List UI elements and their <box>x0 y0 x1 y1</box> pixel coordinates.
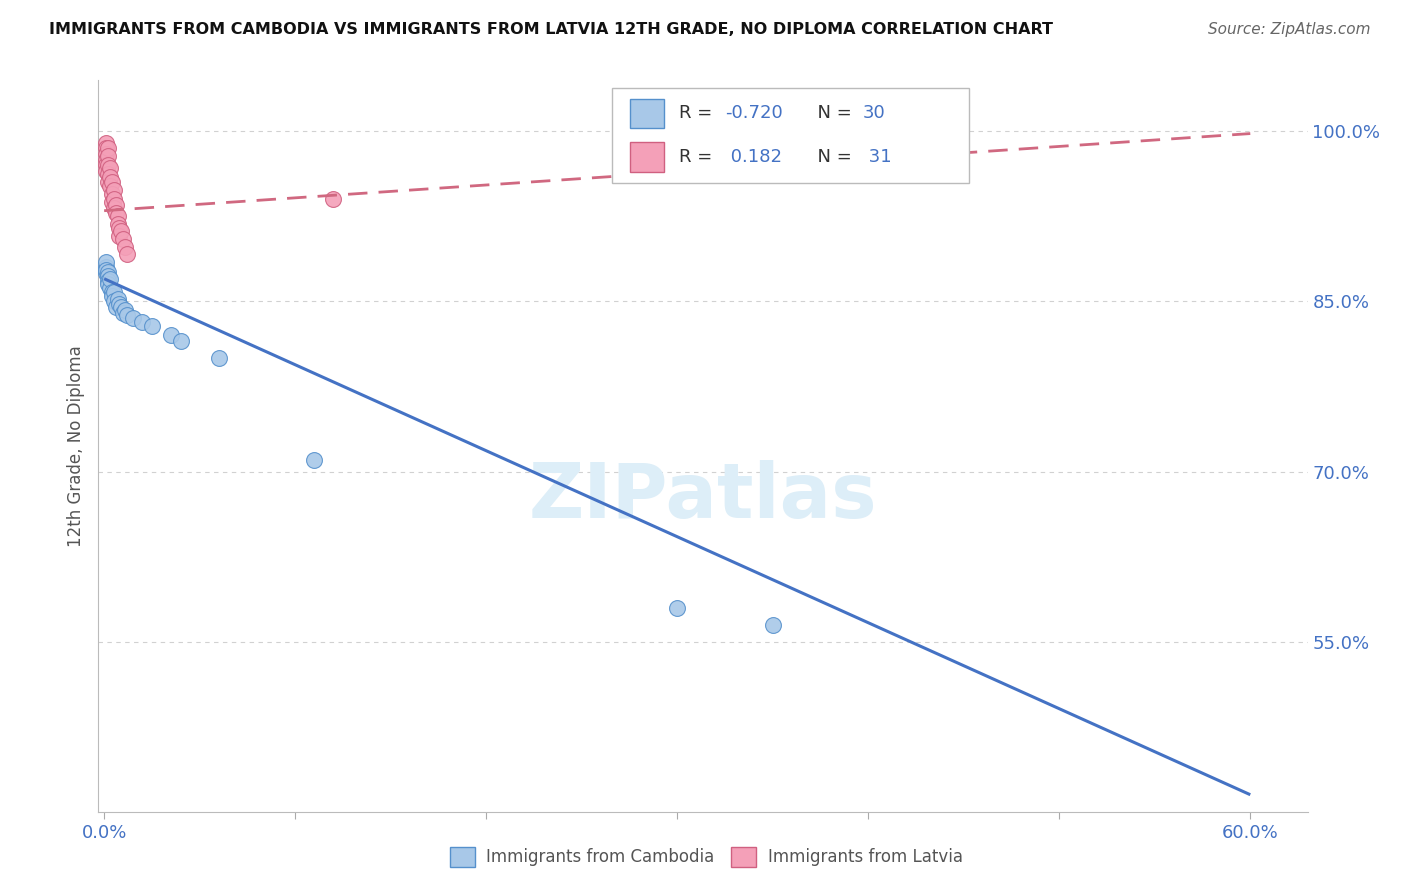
Point <box>97 141 120 155</box>
Point <box>98 169 121 184</box>
Point <box>94 266 117 280</box>
Text: R =: R = <box>679 104 718 122</box>
Point <box>104 300 127 314</box>
Point <box>97 269 120 284</box>
Point <box>108 220 131 235</box>
Point <box>94 136 117 150</box>
Point <box>107 217 129 231</box>
Point <box>115 308 138 322</box>
Point <box>101 285 124 300</box>
Point <box>107 210 129 224</box>
Point <box>97 149 120 163</box>
Point <box>104 198 127 212</box>
Point <box>169 334 191 348</box>
Point <box>160 328 183 343</box>
Point <box>112 306 135 320</box>
Point <box>94 141 117 155</box>
Point <box>94 153 117 167</box>
Point <box>97 158 120 172</box>
Point <box>107 292 129 306</box>
Point <box>94 158 117 172</box>
Point <box>103 285 125 300</box>
Point <box>104 206 127 220</box>
Point <box>762 617 785 632</box>
Point <box>108 228 131 243</box>
Text: 0.182: 0.182 <box>724 148 782 166</box>
Point <box>97 277 120 292</box>
Text: R =: R = <box>679 148 718 166</box>
Point <box>208 351 231 365</box>
FancyBboxPatch shape <box>630 99 664 128</box>
Point <box>97 274 120 288</box>
Point <box>97 265 120 279</box>
Point <box>97 168 120 182</box>
Point <box>101 194 124 209</box>
Point <box>141 319 163 334</box>
Y-axis label: 12th Grade, No Diploma: 12th Grade, No Diploma <box>67 345 86 547</box>
Text: Immigrants from Latvia: Immigrants from Latvia <box>768 848 963 866</box>
Point <box>322 192 344 206</box>
Point <box>110 224 132 238</box>
Point <box>115 247 138 261</box>
Point <box>112 232 135 246</box>
Point <box>110 300 132 314</box>
Text: N =: N = <box>806 148 858 166</box>
Point <box>114 240 136 254</box>
Point <box>103 294 125 309</box>
Text: ZIPatlas: ZIPatlas <box>529 460 877 534</box>
Point <box>131 315 153 329</box>
Point <box>97 175 120 189</box>
Point <box>94 147 117 161</box>
Point <box>103 183 125 197</box>
Text: -0.720: -0.720 <box>724 104 783 122</box>
Point <box>304 453 326 467</box>
Point <box>98 271 121 285</box>
Text: 31: 31 <box>863 148 891 166</box>
Text: Source: ZipAtlas.com: Source: ZipAtlas.com <box>1208 22 1371 37</box>
FancyBboxPatch shape <box>613 87 969 183</box>
Text: N =: N = <box>806 104 858 122</box>
Point <box>94 164 117 178</box>
Point <box>101 289 124 303</box>
Point <box>121 311 143 326</box>
Point <box>94 262 117 277</box>
Point <box>98 281 121 295</box>
Point <box>101 186 124 201</box>
Point <box>101 175 124 189</box>
Point <box>103 192 125 206</box>
Point <box>94 254 117 268</box>
Point <box>666 600 689 615</box>
Point <box>114 303 136 318</box>
Text: IMMIGRANTS FROM CAMBODIA VS IMMIGRANTS FROM LATVIA 12TH GRADE, NO DIPLOMA CORREL: IMMIGRANTS FROM CAMBODIA VS IMMIGRANTS F… <box>49 22 1053 37</box>
FancyBboxPatch shape <box>630 143 664 171</box>
Point <box>98 161 121 175</box>
Text: Immigrants from Cambodia: Immigrants from Cambodia <box>486 848 714 866</box>
Point <box>94 260 117 275</box>
Point <box>108 296 131 310</box>
Point <box>98 178 121 193</box>
Point <box>103 202 125 216</box>
Text: 30: 30 <box>863 104 886 122</box>
